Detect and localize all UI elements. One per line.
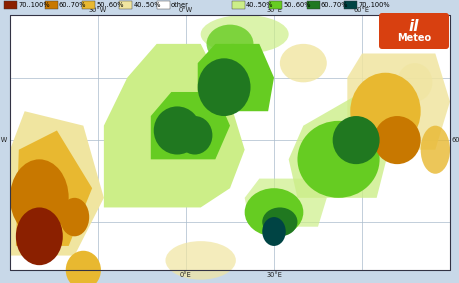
Text: Meteo: Meteo (396, 33, 430, 43)
Ellipse shape (349, 73, 420, 150)
Text: 60°E: 60°E (451, 137, 459, 143)
Ellipse shape (297, 121, 379, 198)
Ellipse shape (197, 58, 250, 116)
Ellipse shape (373, 116, 420, 164)
Text: 60°E: 60°E (353, 7, 369, 13)
Text: 30°W: 30°W (0, 137, 8, 143)
Bar (269, 1, 282, 9)
Text: 60..70%: 60..70% (320, 2, 347, 8)
Text: other: other (170, 2, 188, 8)
Bar (157, 1, 169, 9)
Ellipse shape (165, 241, 235, 280)
Text: il: il (408, 19, 418, 34)
Ellipse shape (244, 188, 302, 236)
Ellipse shape (10, 159, 68, 236)
Text: 70..100%: 70..100% (18, 2, 50, 8)
Polygon shape (151, 92, 230, 159)
Ellipse shape (279, 44, 326, 82)
Bar (4, 1, 17, 9)
Ellipse shape (332, 116, 379, 164)
Ellipse shape (177, 116, 212, 155)
Ellipse shape (206, 25, 253, 63)
Ellipse shape (396, 63, 431, 102)
Text: 0°E: 0°E (180, 272, 191, 278)
Text: 50..60%: 50..60% (96, 2, 123, 8)
Ellipse shape (60, 198, 89, 236)
Text: 30°E: 30°E (265, 272, 281, 278)
Text: 60..70%: 60..70% (58, 2, 86, 8)
Text: 40..50%: 40..50% (246, 2, 273, 8)
Ellipse shape (215, 44, 250, 82)
Polygon shape (171, 150, 230, 183)
Bar (306, 1, 319, 9)
Polygon shape (244, 179, 326, 227)
Polygon shape (197, 44, 274, 111)
Ellipse shape (262, 207, 297, 236)
Ellipse shape (420, 126, 449, 174)
FancyBboxPatch shape (378, 13, 448, 49)
Bar (45, 1, 57, 9)
Text: 0°W: 0°W (179, 7, 193, 13)
Bar (119, 1, 132, 9)
Text: 30°E: 30°E (265, 7, 281, 13)
Text: 40..50%: 40..50% (133, 2, 161, 8)
Ellipse shape (66, 251, 101, 283)
Text: 70..100%: 70..100% (358, 2, 389, 8)
Polygon shape (10, 111, 104, 256)
Ellipse shape (262, 217, 285, 246)
Polygon shape (16, 130, 92, 246)
Bar (82, 1, 95, 9)
Ellipse shape (16, 207, 63, 265)
Bar (231, 1, 245, 9)
Polygon shape (347, 53, 449, 150)
Ellipse shape (200, 15, 288, 53)
Bar (343, 1, 357, 9)
Text: 50..60%: 50..60% (283, 2, 310, 8)
Polygon shape (104, 44, 244, 207)
Ellipse shape (153, 106, 200, 155)
Polygon shape (288, 92, 391, 198)
Text: 30°W: 30°W (89, 7, 107, 13)
